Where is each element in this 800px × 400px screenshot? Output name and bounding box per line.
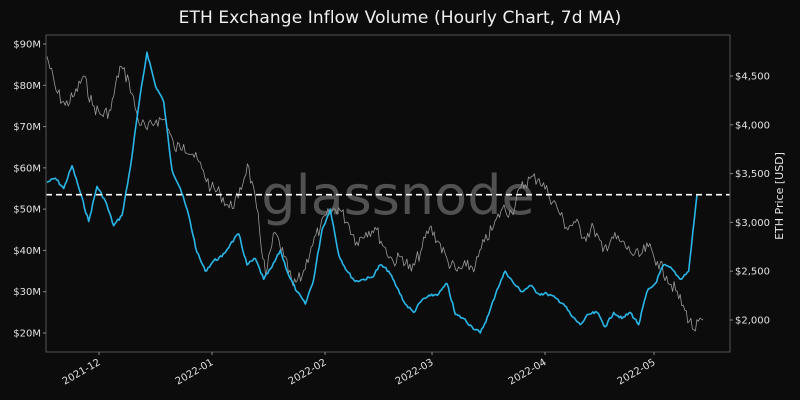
left-axis: $20M $30M $40M $50M $60M $70M $80M $90M	[13, 40, 46, 340]
x-tick-label: 2022-01	[174, 357, 216, 387]
chart-title: ETH Exchange Inflow Volume (Hourly Chart…	[178, 8, 622, 28]
left-tick-label: $90M	[13, 40, 41, 51]
x-tick-label: 2021-12	[61, 357, 103, 387]
right-tick-label: $4,500	[735, 72, 770, 83]
x-tick-label: 2022-04	[507, 357, 549, 387]
watermark-text: glassnode	[261, 164, 534, 227]
left-tick-label: $60M	[13, 163, 41, 174]
x-tick-label: 2022-02	[287, 357, 329, 387]
right-tick-label: $2,500	[735, 267, 770, 278]
right-tick-label: $3,500	[735, 169, 770, 180]
watermark: glassnode	[261, 164, 534, 227]
right-axis: $2,000 $2,500 $3,000 $3,500 $4,000 $4,500	[730, 72, 770, 327]
x-axis: 2021-12 2022-01 2022-02 2022-03 2022-04 2022-…	[61, 352, 658, 387]
right-tick-label: $4,000	[735, 120, 770, 131]
series-layer	[46, 51, 704, 334]
left-tick-label: $40M	[13, 246, 41, 257]
left-tick-label: $30M	[13, 287, 41, 298]
x-tick-label: 2022-05	[616, 357, 658, 387]
left-tick-label: $80M	[13, 81, 41, 92]
left-tick-label: $20M	[13, 329, 41, 340]
plot-frame	[45, 34, 731, 353]
left-tick-label: $70M	[13, 122, 41, 133]
x-tick-label: 2022-03	[394, 357, 436, 387]
right-tick-label: $3,000	[735, 218, 770, 229]
right-tick-label: $2,000	[735, 316, 770, 327]
left-tick-label: $50M	[13, 205, 41, 216]
eth-price-line	[46, 56, 704, 332]
right-axis-label: ETH Price [USD]	[773, 152, 786, 240]
inflow-volume-line	[46, 51, 698, 334]
